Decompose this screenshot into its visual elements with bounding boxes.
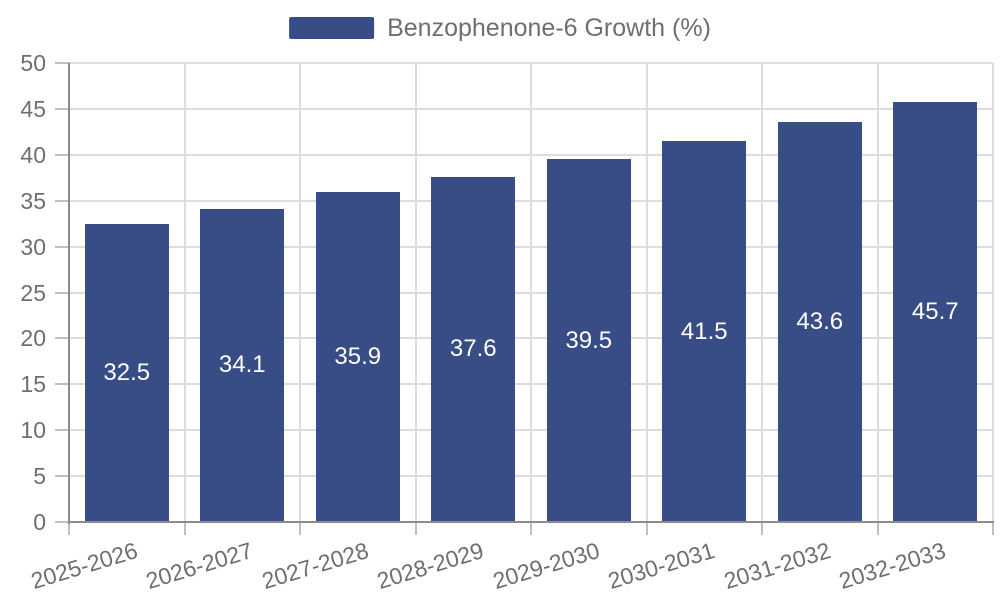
y-axis-tick (55, 62, 69, 64)
y-axis-tick (55, 245, 69, 248)
vertical-gridline (299, 63, 301, 522)
y-tick-label: 50 (20, 50, 46, 76)
y-axis-tick (55, 521, 69, 523)
x-axis-tick (68, 522, 70, 535)
y-axis-tick (55, 337, 69, 340)
legend-item[interactable]: Benzophenone-6 Growth (%) (289, 13, 711, 43)
vertical-gridline (992, 63, 994, 522)
bar-value-label: 41.5 (680, 317, 728, 345)
y-tick-label: 40 (20, 141, 46, 168)
x-tick-label: 2028-2029 (374, 537, 487, 595)
vertical-gridline (876, 63, 879, 522)
legend-swatch (289, 17, 375, 39)
bar-value-label: 39.5 (565, 326, 613, 354)
y-tick-label: 10 (20, 417, 46, 444)
bar-value-label: 35.9 (334, 343, 382, 371)
y-tick-label: 15 (20, 371, 46, 398)
bar[interactable]: 39.5 (546, 159, 631, 522)
x-tick-label: 2025-2026 (27, 537, 141, 595)
bar-value-label: 37.6 (449, 335, 497, 363)
bar[interactable]: 34.1 (200, 208, 285, 522)
vertical-gridline (761, 63, 763, 522)
bar[interactable]: 45.7 (893, 102, 978, 522)
x-tick-label: 2029-2030 (489, 537, 603, 595)
x-axis-tick (645, 522, 648, 535)
x-axis-tick (530, 522, 532, 535)
x-axis-tick (992, 522, 994, 535)
y-tick-label: 45 (20, 95, 46, 122)
y-tick-label: 30 (20, 233, 46, 260)
x-axis-tick (876, 522, 879, 535)
x-axis-line (68, 521, 994, 523)
y-tick-label: 0 (33, 509, 46, 535)
vertical-gridline (645, 63, 648, 522)
x-tick-label: 2032-2033 (836, 537, 949, 595)
x-axis-tick (761, 522, 763, 535)
y-tick-label: 5 (33, 463, 46, 490)
y-axis-tick (55, 107, 69, 110)
vertical-gridline (530, 63, 532, 522)
x-tick-label: 2031-2032 (720, 537, 834, 595)
bar-value-label: 43.6 (796, 307, 844, 335)
y-tick-label: 35 (20, 187, 46, 214)
x-axis-tick (299, 522, 301, 535)
y-axis-tick (55, 291, 69, 294)
x-axis-tick (183, 522, 186, 535)
bar[interactable]: 41.5 (662, 141, 747, 522)
vertical-gridline (414, 63, 417, 522)
y-tick-label: 20 (20, 325, 46, 352)
y-axis-tick (55, 153, 69, 156)
y-axis-tick (55, 429, 69, 432)
legend-label: Benzophenone-6 Growth (%) (387, 14, 711, 42)
x-tick-label: 2026-2027 (143, 537, 256, 595)
bar[interactable]: 43.6 (777, 121, 862, 522)
x-tick-label: 2027-2028 (258, 537, 372, 595)
bar[interactable]: 35.9 (315, 192, 400, 522)
x-axis-tick (414, 522, 417, 535)
x-tick-label: 2030-2031 (605, 537, 718, 595)
bar[interactable]: 32.5 (84, 223, 169, 522)
y-axis-tick (55, 475, 69, 478)
y-tick-label: 25 (20, 279, 46, 306)
bar-value-label: 34.1 (218, 351, 266, 379)
y-axis-line (68, 63, 70, 524)
y-axis-tick (55, 383, 69, 386)
vertical-gridline (183, 63, 186, 522)
bar-value-label: 45.7 (911, 298, 959, 326)
bar-value-label: 32.5 (103, 358, 151, 386)
bar[interactable]: 37.6 (431, 176, 516, 522)
y-axis-tick (55, 199, 69, 202)
